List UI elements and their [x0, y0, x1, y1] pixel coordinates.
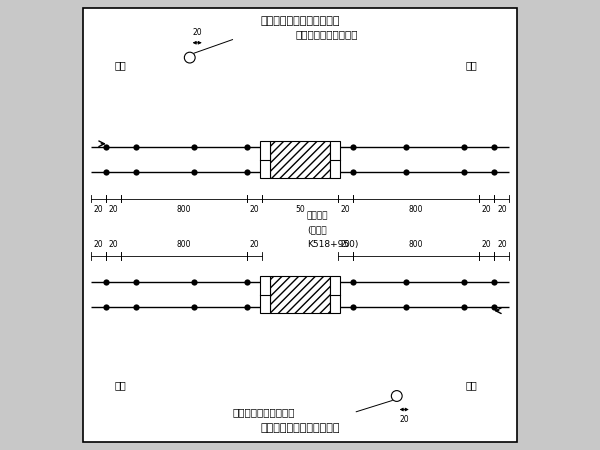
- Bar: [269, 276, 331, 313]
- Text: K518+950): K518+950): [307, 240, 358, 249]
- Text: 显示停车手信号的防护人员: 显示停车手信号的防护人员: [260, 16, 340, 26]
- Text: 800: 800: [409, 205, 424, 214]
- Text: 移动停车信号牌（灯）: 移动停车信号牌（灯）: [296, 29, 358, 39]
- Bar: [331, 276, 340, 313]
- Bar: [260, 141, 269, 178]
- Text: 20: 20: [399, 415, 409, 424]
- Text: 20: 20: [109, 205, 118, 214]
- Text: 移动停车信号牌（灯）: 移动停车信号牌（灯）: [233, 408, 295, 418]
- Text: 20: 20: [482, 205, 491, 214]
- Text: 20: 20: [94, 205, 103, 214]
- Text: 20: 20: [250, 240, 259, 249]
- Text: 800: 800: [409, 240, 424, 249]
- Text: 50: 50: [295, 205, 305, 214]
- Text: 20: 20: [497, 205, 506, 214]
- Text: 800: 800: [176, 205, 191, 214]
- Bar: [331, 141, 340, 178]
- Text: 显示停车手信号的防护人员: 显示停车手信号的防护人员: [260, 423, 340, 433]
- Text: 20: 20: [497, 240, 506, 249]
- Text: 20: 20: [341, 205, 350, 214]
- Text: 哨墩: 哨墩: [114, 380, 126, 390]
- Text: 20: 20: [341, 240, 350, 249]
- Text: 哨墩: 哨墩: [114, 60, 126, 70]
- Text: 20: 20: [482, 240, 491, 249]
- Text: 哨墩: 哨墩: [465, 60, 477, 70]
- Text: 施工地点: 施工地点: [307, 212, 328, 220]
- Text: 20: 20: [192, 28, 202, 37]
- Text: 800: 800: [176, 240, 191, 249]
- Text: (沪昆线: (沪昆线: [307, 225, 326, 234]
- Text: 20: 20: [109, 240, 118, 249]
- Text: 哨墩: 哨墩: [465, 380, 477, 390]
- Bar: [269, 141, 331, 178]
- Text: 20: 20: [94, 240, 103, 249]
- Text: 20: 20: [250, 205, 259, 214]
- Bar: [260, 276, 269, 313]
